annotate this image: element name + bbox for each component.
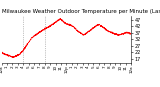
Text: Milwaukee Weather Outdoor Temperature per Minute (Last 24 Hours): Milwaukee Weather Outdoor Temperature pe… [2,9,160,14]
